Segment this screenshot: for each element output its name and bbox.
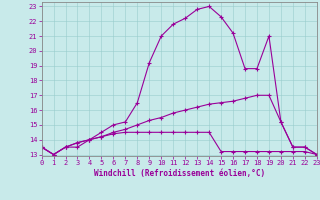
X-axis label: Windchill (Refroidissement éolien,°C): Windchill (Refroidissement éolien,°C)	[94, 169, 265, 178]
